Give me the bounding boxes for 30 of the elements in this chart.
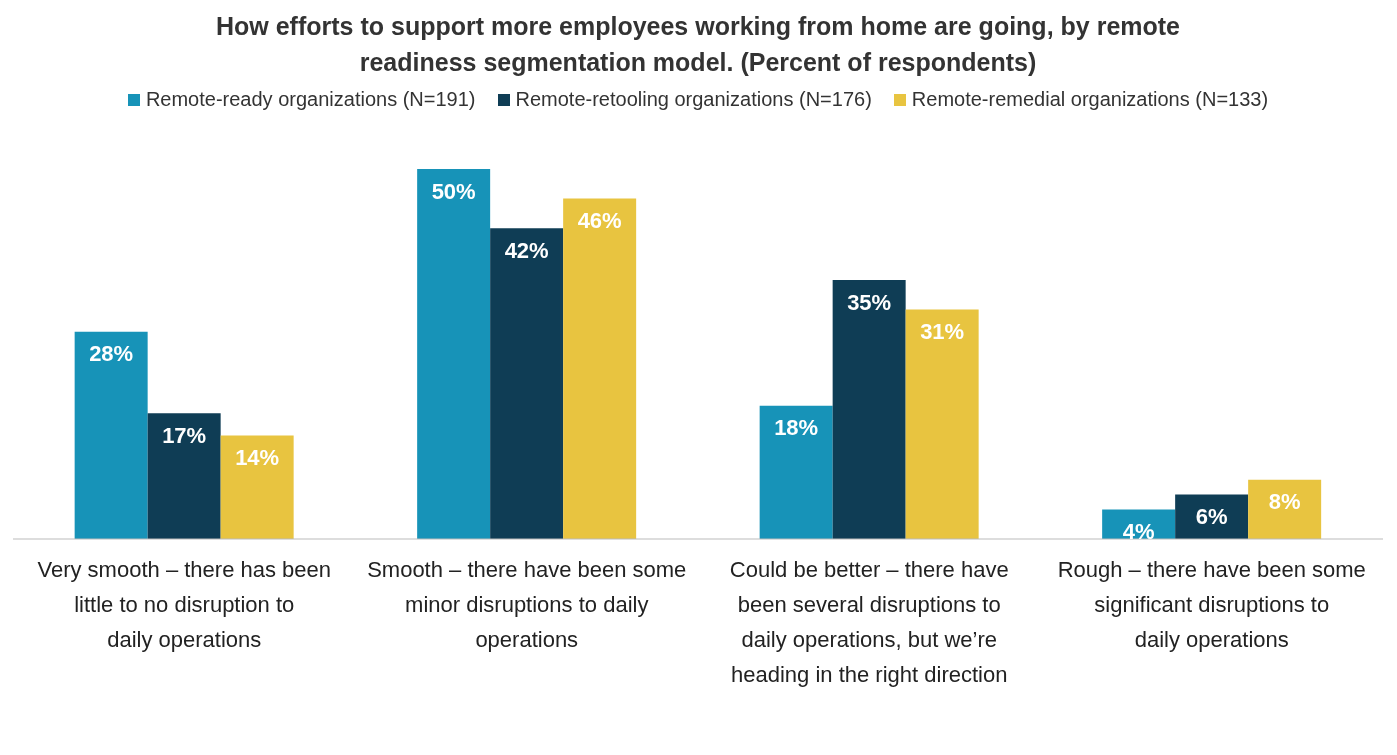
bar	[417, 169, 491, 539]
bar	[1248, 479, 1322, 539]
data-label: 28%	[89, 341, 134, 367]
bar	[74, 331, 148, 539]
bar	[147, 413, 221, 539]
x-tick-label: Rough – there have been some significant disruptions to daily operations	[1057, 557, 1366, 652]
bar	[832, 280, 906, 539]
data-label: 18%	[774, 415, 819, 441]
legend-label: Remote-retooling organizations (N=176)	[514, 88, 872, 111]
x-tick-label: Could be better – there have been several disruptions to daily operations, but we’re heading in the right direction	[729, 557, 1009, 687]
data-label: 35%	[847, 289, 892, 315]
legend-label: Remote-remedial organizations (N=133)	[910, 88, 1269, 111]
bar	[490, 228, 564, 539]
x-tick-label: Smooth – there have been some minor disruptions to daily operations	[367, 557, 687, 652]
x-tick-label: Very smooth – there has been little to no disruption to daily operations	[37, 557, 332, 652]
data-label: 46%	[577, 208, 622, 234]
data-label: 17%	[162, 422, 207, 448]
chart-title: How efforts to support more employees working from home are going, by remote readiness segmentation model. (Percent of respondents)	[215, 11, 1181, 78]
data-label: 31%	[920, 319, 965, 345]
data-label: 6%	[1195, 504, 1228, 530]
bar	[905, 309, 979, 539]
data-label: 8%	[1268, 489, 1301, 515]
legend-label: Remote-ready organizations (N=191)	[144, 88, 476, 111]
data-label: 50%	[431, 178, 476, 204]
data-label: 14%	[235, 445, 280, 471]
bar	[220, 435, 294, 539]
bar	[563, 198, 637, 539]
data-label: 4%	[1122, 519, 1155, 545]
bar	[759, 405, 833, 539]
data-label: 42%	[504, 237, 549, 263]
